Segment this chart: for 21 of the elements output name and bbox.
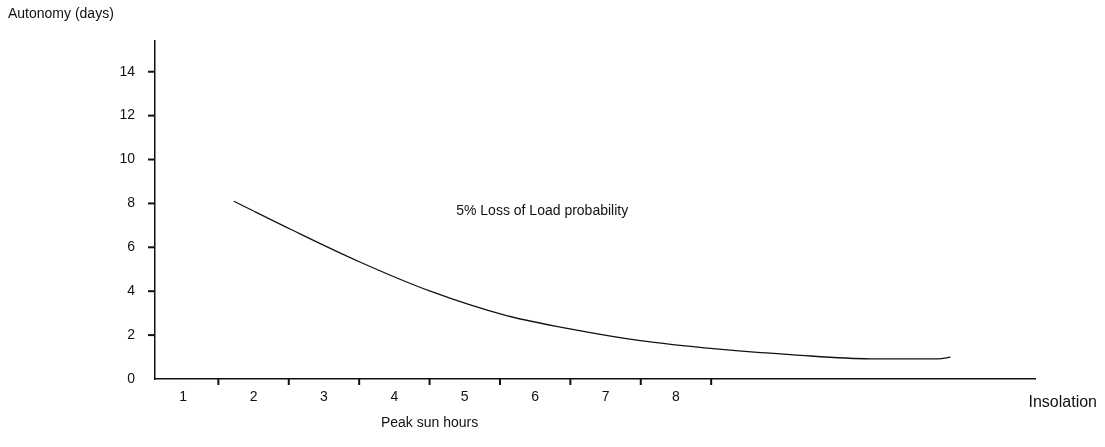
- y-tick-label: 6: [127, 238, 136, 255]
- y-axis-title: Autonomy (days): [8, 4, 114, 21]
- line-series: [233, 200, 952, 360]
- annotation: 5% Loss of Load probability: [456, 201, 629, 218]
- x-tick-label: 1: [179, 388, 188, 405]
- x-tick-label: 8: [672, 388, 681, 405]
- x-axis-title: Peak sun hours: [380, 413, 479, 430]
- y-tick-label: 10: [119, 150, 136, 167]
- y-tick-label: 12: [119, 106, 136, 123]
- y-tick-label: 0: [127, 369, 136, 386]
- x-tick-label: 7: [601, 388, 610, 405]
- y-tick-label: 14: [119, 62, 136, 79]
- x-tick-label: 4: [390, 388, 399, 405]
- text: Insolation: [1028, 393, 1097, 411]
- x-tick-label: 2: [249, 388, 258, 405]
- y-tick-label: 2: [127, 325, 136, 342]
- x-tick-label: 6: [531, 388, 540, 405]
- x-tick-label: 3: [320, 388, 329, 405]
- x-tick-label: 5: [460, 388, 469, 405]
- y-tick-label: 8: [127, 194, 136, 211]
- y-tick-label: 4: [127, 282, 136, 299]
